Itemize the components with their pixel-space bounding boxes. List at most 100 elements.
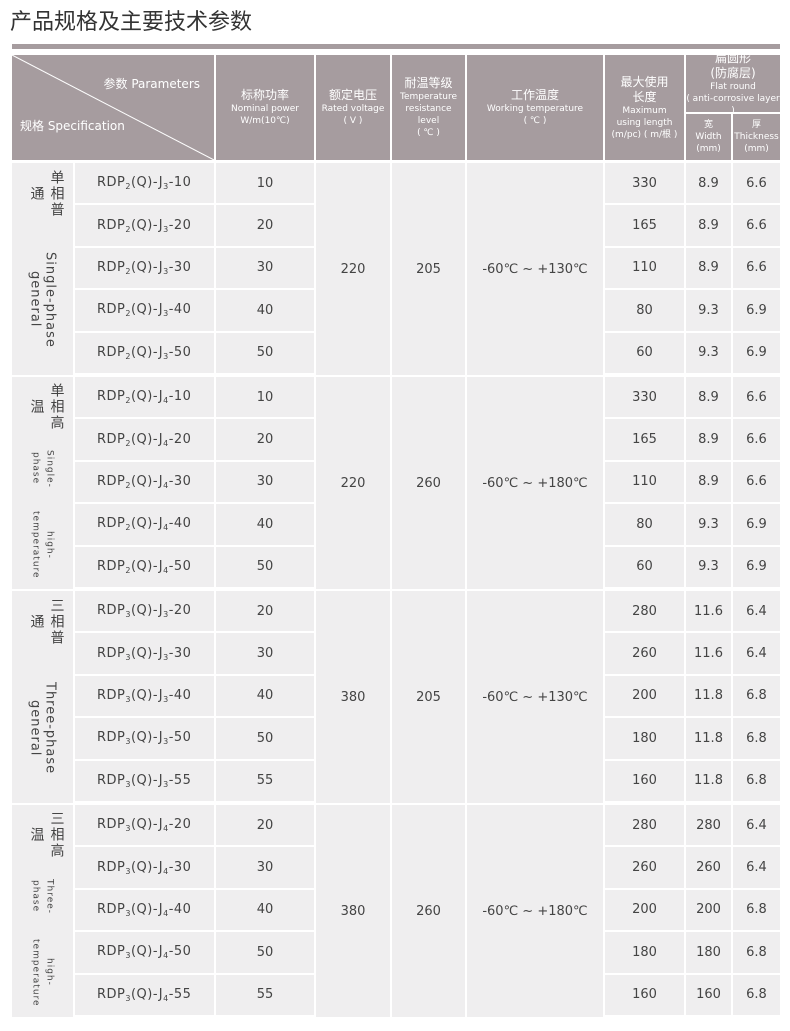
model-cell: RDP2(Q)-J3-10 (75, 163, 214, 204)
cell: 6.6 (733, 419, 780, 460)
cell-text: 260 (416, 475, 441, 491)
cell-text: 330 (632, 175, 657, 191)
model-part: (Q)-J (130, 944, 164, 960)
model-part: (Q)-J (130, 730, 164, 746)
model-part: 4 (163, 480, 169, 490)
cell-text: 280 (632, 817, 657, 833)
cell-text: -60℃ ~ +180℃ (482, 475, 588, 491)
model-part: 3 (163, 266, 169, 276)
cell-text: 6.9 (746, 516, 767, 532)
cell-text: 11.6 (694, 646, 723, 662)
model-cell: RDP2(Q)-J4-50 (75, 546, 214, 587)
group-label: 单相高温 Single-phase high-temperature (12, 377, 73, 589)
model-cell: RDP2(Q)-J4-40 (75, 504, 214, 545)
model-cell: RDP3(Q)-J3-40 (75, 675, 214, 717)
cell: 11.6 (686, 633, 731, 674)
group-zh: 三相普通 (28, 598, 65, 647)
cell-text: 205 (416, 689, 441, 705)
header-en: ( anti-corrosive layer ) (686, 93, 780, 116)
cell: 110 (605, 247, 684, 289)
model-part: 4 (163, 523, 169, 533)
header-zh: 标称功率 (240, 88, 289, 102)
cell: 40 (216, 889, 314, 931)
model-part: (Q)-J (130, 516, 164, 532)
cell: 280 (605, 805, 684, 846)
model-part: 3 (163, 309, 169, 319)
model-part: RDP (97, 473, 126, 489)
cell: 6.4 (733, 591, 780, 632)
cell-text: 10 (256, 175, 274, 191)
model-part: 4 (163, 866, 169, 876)
cell: 9.3 (686, 290, 731, 331)
model-cell: RDP3(Q)-J3-55 (75, 760, 214, 801)
model-part: (Q)-J (130, 389, 164, 405)
group-en: Three-phase (30, 878, 55, 914)
cell-text: 6.8 (746, 773, 767, 789)
model-text: RDP2(Q)-J4-20 (97, 432, 191, 448)
header-en: Width (695, 132, 722, 142)
cell: 160 (686, 974, 731, 1015)
cell-text: 260 (416, 903, 441, 919)
model-part: -30 (168, 645, 192, 661)
model-text: RDP3(Q)-J4-55 (97, 987, 191, 1003)
cell: 20 (216, 591, 314, 632)
header-corner: 参数 Parameters 规格 Specification (12, 55, 214, 160)
cell-text: 30 (256, 260, 274, 276)
model-cell: RDP3(Q)-J4-50 (75, 932, 214, 973)
merged-cell: 220 (316, 377, 390, 589)
model-part: 3 (125, 779, 131, 789)
cell: 30 (216, 461, 314, 503)
model-part: 3 (125, 866, 131, 876)
cell-text: 6.6 (746, 175, 767, 191)
model-part: 2 (125, 523, 131, 533)
model-cell: RDP3(Q)-J3-50 (75, 718, 214, 759)
cell-text: 40 (256, 902, 274, 918)
header-unit: (mm) (744, 144, 769, 154)
cell: 6.8 (733, 760, 780, 801)
cell: 60 (605, 546, 684, 587)
model-part: 3 (163, 779, 169, 789)
cell-text: 60 (636, 345, 653, 361)
model-part: 3 (163, 652, 169, 662)
cell-text: 11.6 (694, 603, 723, 619)
header-zh: 工作温度 (510, 88, 559, 102)
cell-text: 11.8 (694, 730, 723, 746)
model-text: RDP2(Q)-J4-30 (97, 474, 191, 490)
cell: 6.6 (733, 163, 780, 204)
cell: 200 (605, 889, 684, 931)
model-part: (Q)-J (130, 817, 164, 833)
cell-text: 9.3 (698, 559, 719, 575)
cell-text: 160 (632, 773, 657, 789)
model-part: 3 (163, 224, 169, 234)
model-text: RDP3(Q)-J3-55 (97, 773, 191, 789)
cell: 50 (216, 546, 314, 587)
merged-cell: 205 (392, 163, 465, 375)
header-en: Nominal power (231, 104, 299, 114)
header-cell: 宽 Width (mm) (686, 114, 731, 160)
header-unit: (m/pc) ( m/根 ) (611, 129, 678, 140)
cell-text: -60℃ ~ +180℃ (482, 903, 588, 919)
page-title: 产品规格及主要技术参数 (10, 10, 253, 35)
model-text: RDP3(Q)-J3-30 (97, 646, 191, 662)
cell: 6.8 (733, 675, 780, 717)
header-cell: 厚 Thickness (mm) (733, 114, 780, 160)
model-part: RDP (97, 431, 126, 447)
cell: 20 (216, 805, 314, 846)
model-part: RDP (97, 859, 126, 875)
cell-text: 6.8 (746, 902, 767, 918)
model-part: -50 (168, 730, 192, 746)
cell-text: 220 (340, 475, 366, 491)
group-en: high-temperature (30, 511, 55, 579)
cell: 330 (605, 163, 684, 204)
model-part: RDP (97, 217, 126, 233)
header-unit: ( V ) (343, 116, 363, 126)
model-part: (Q)-J (130, 344, 164, 360)
model-part: (Q)-J (130, 431, 164, 447)
cell-text: 180 (696, 944, 721, 960)
cell: 6.9 (733, 546, 780, 587)
cell-text: 6.4 (746, 817, 767, 833)
cell: 20 (216, 205, 314, 246)
header-cell: 最大使用长度 Maximum using length (m/pc) ( m/根 ) (605, 55, 684, 160)
model-part: 4 (163, 824, 169, 834)
cell-text: 6.9 (746, 345, 767, 361)
